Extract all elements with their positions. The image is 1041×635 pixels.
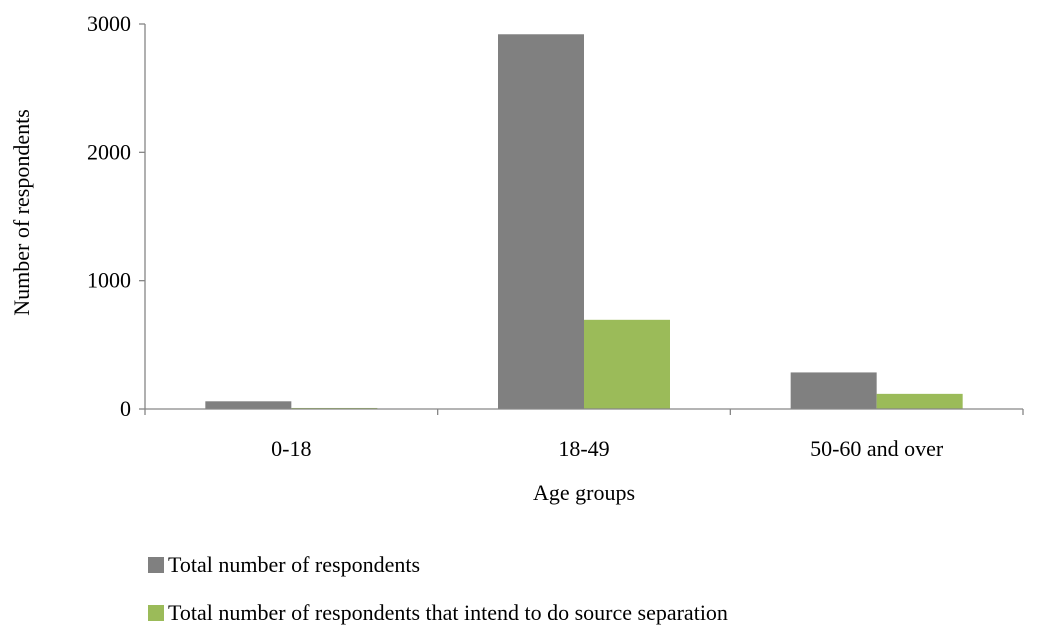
legend-item-source-separation: Total number of respondents that intend … — [148, 600, 728, 626]
y-axis-title: Number of respondents — [9, 109, 34, 316]
x-axis-ticks: 0-18 18-49 50-60 and over — [144, 409, 1024, 461]
legend-label-source-separation: Total number of respondents that intend … — [168, 600, 728, 625]
bar-total-18-49 — [498, 34, 584, 410]
legend-label-total: Total number of respondents — [168, 552, 421, 577]
bars — [205, 34, 963, 410]
y-tick-label: 1000 — [87, 268, 131, 293]
y-tick-label: 0 — [120, 396, 131, 421]
x-axis-title: Age groups — [533, 480, 635, 505]
bar-total-0-18 — [205, 401, 292, 409]
legend-swatch-source-separation — [148, 605, 164, 621]
legend-swatch-total — [148, 557, 164, 573]
x-tick-label: 0-18 — [271, 436, 311, 461]
x-tick-label: 18-49 — [558, 436, 609, 461]
y-axis-ticks: 0 1000 2000 3000 — [87, 11, 145, 421]
bar-source-separation-50-60-and-over — [876, 393, 963, 409]
y-tick-label: 3000 — [87, 11, 131, 36]
bar-total-50-60-and-over — [790, 372, 877, 409]
bar-source-separation-18-49 — [584, 319, 670, 409]
x-tick-label: 50-60 and over — [810, 436, 944, 461]
legend-item-total: Total number of respondents — [148, 552, 420, 578]
y-tick-label: 2000 — [87, 139, 131, 164]
